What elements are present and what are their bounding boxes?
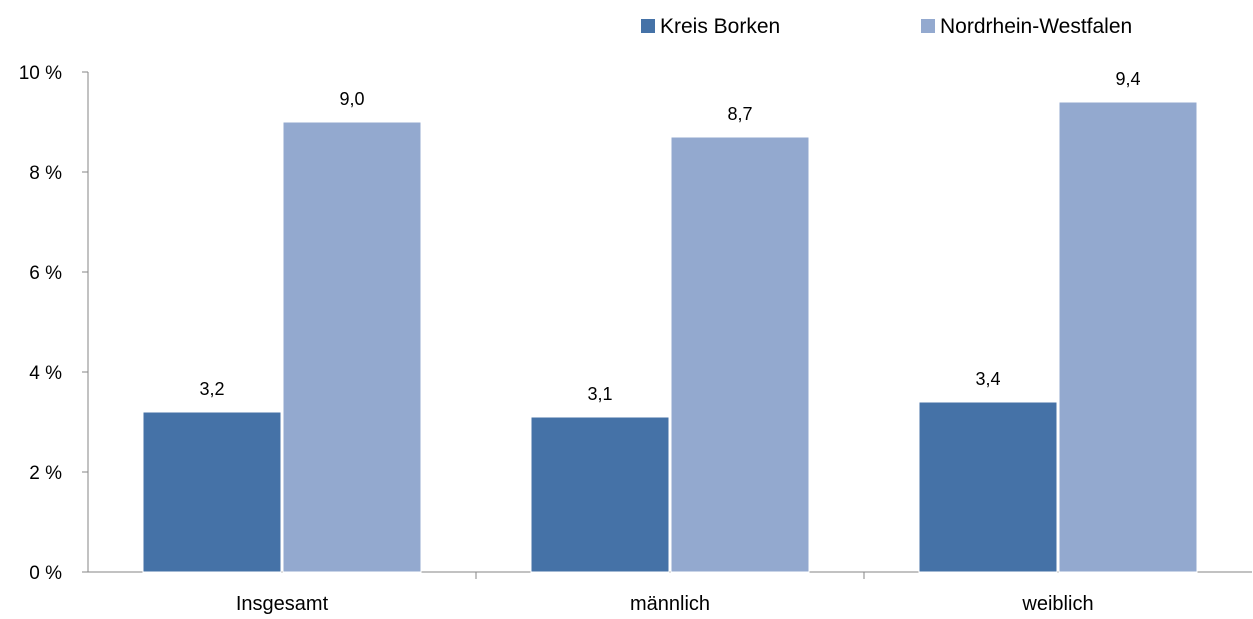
y-tick-label: 8 % <box>29 163 62 184</box>
bar <box>142 411 282 573</box>
y-tick-label: 2 % <box>29 463 62 484</box>
x-category-label: männlich <box>630 593 710 615</box>
y-tick-label: 0 % <box>29 563 62 584</box>
y-tick-label: 10 % <box>19 63 62 84</box>
bar <box>670 136 810 573</box>
data-label: 3,1 <box>587 384 612 404</box>
legend-swatch <box>921 19 935 33</box>
legend-label: Nordrhein-Westfalen <box>940 15 1132 38</box>
y-axis: 0 % 2 % 4 % 6 % 8 % 10 % <box>19 63 89 584</box>
x-category-label: weiblich <box>1021 593 1093 615</box>
data-labels: 3,2 3,1 3,4 9,0 8,7 9,4 <box>199 69 1140 404</box>
bar <box>1058 101 1198 573</box>
data-label: 8,7 <box>727 104 752 124</box>
data-label: 3,2 <box>199 379 224 399</box>
data-label: 3,4 <box>975 369 1000 389</box>
x-category-label: Insgesamt <box>236 593 329 615</box>
legend: Kreis Borken Nordrhein-Westfalen <box>641 15 1132 38</box>
y-tick-label: 4 % <box>29 363 62 384</box>
legend-swatch <box>641 19 655 33</box>
legend-label: Kreis Borken <box>660 15 780 38</box>
bars <box>142 101 1198 573</box>
bar <box>918 401 1058 573</box>
data-label: 9,0 <box>339 89 364 109</box>
bar <box>282 121 422 573</box>
y-tick-label: 6 % <box>29 263 62 284</box>
data-label: 9,4 <box>1115 69 1140 89</box>
x-axis: Insgesamt männlich weiblich <box>88 571 1252 615</box>
bar <box>530 416 670 573</box>
